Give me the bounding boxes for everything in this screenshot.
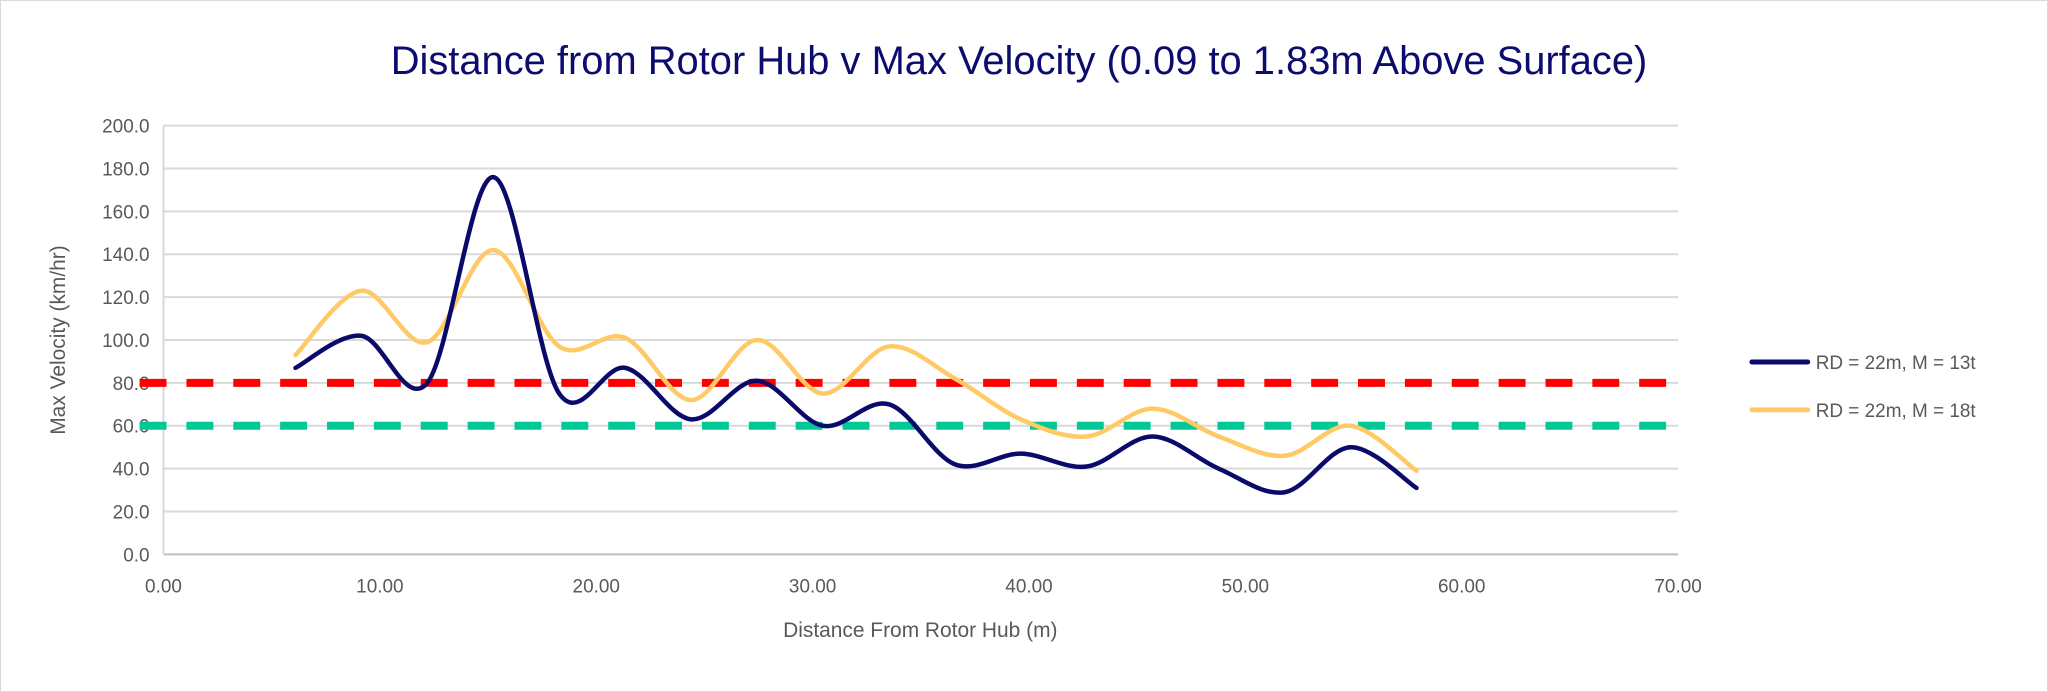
legend-label: RD = 22m, M = 13t xyxy=(1816,353,1977,374)
y-axis-title: Max Velocity (km/hr) xyxy=(47,245,70,435)
y-tick-label: 180.0 xyxy=(102,159,149,180)
legend-label: RD = 22m, M = 18t xyxy=(1816,401,1977,422)
chart-title: Distance from Rotor Hub v Max Velocity (… xyxy=(391,39,1648,83)
legend: RD = 22m, M = 13t RD = 22m, M = 18t xyxy=(1749,353,1977,422)
series-lines xyxy=(293,174,1419,495)
y-tick-label: 200.0 xyxy=(102,117,149,138)
y-tick-label: 120.0 xyxy=(102,288,149,309)
x-tick-label: 40.00 xyxy=(1005,576,1052,597)
y-tick-label: 140.0 xyxy=(102,245,149,266)
x-tick-label: 60.00 xyxy=(1438,576,1485,597)
y-tick-label: 0.0 xyxy=(123,545,149,566)
x-tick-label: 30.00 xyxy=(789,576,836,597)
series-line xyxy=(293,174,1419,495)
y-tick-label: 160.0 xyxy=(102,202,149,223)
y-tick-label: 40.0 xyxy=(113,460,150,481)
series-line xyxy=(293,247,1419,474)
y-tick-label: 20.0 xyxy=(113,503,150,524)
x-tick-label: 20.00 xyxy=(573,576,620,597)
x-axis-title: Distance From Rotor Hub (m) xyxy=(783,619,1057,642)
x-tick-label: 10.00 xyxy=(356,576,403,597)
y-axis-ticks: 0.020.040.060.080.0100.0120.0140.0160.01… xyxy=(102,117,149,567)
x-tick-label: 70.00 xyxy=(1654,576,1701,597)
x-tick-label: 0.00 xyxy=(145,576,182,597)
x-axis-ticks: 0.00 10.00 20.00 30.00 40.00 50.00 60.00 70.00 xyxy=(145,576,1702,597)
reference-lines xyxy=(139,378,1679,430)
y-tick-label: 100.0 xyxy=(102,331,149,352)
x-tick-label: 50.00 xyxy=(1222,576,1269,597)
gridlines xyxy=(162,124,1679,556)
